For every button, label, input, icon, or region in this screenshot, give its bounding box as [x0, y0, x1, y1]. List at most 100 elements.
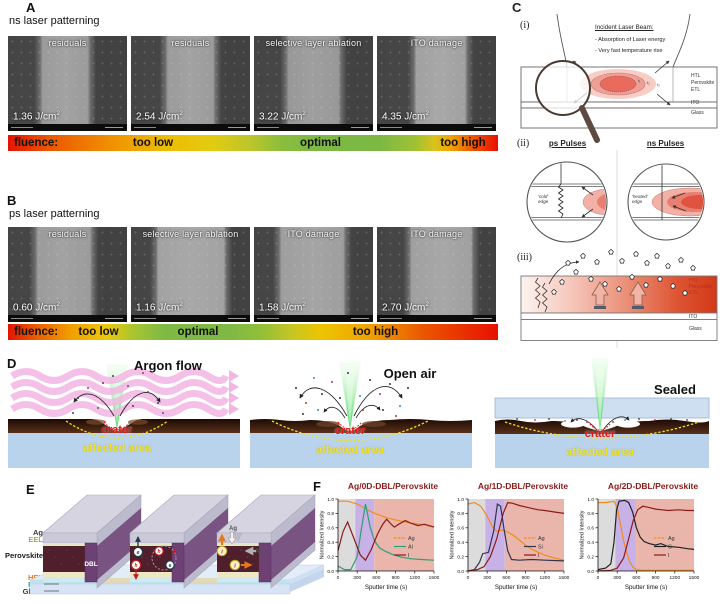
layer-htl: HTL — [691, 73, 701, 79]
fluence-optimal: optimal — [177, 325, 219, 338]
chart-plot: 0 300 600 900 1200 15000.00.20.40.60.81.0Sput… — [320, 497, 440, 591]
sem-scalebar — [377, 124, 496, 131]
svg-text:0.8: 0.8 — [457, 511, 464, 517]
svg-text:0.4: 0.4 — [587, 540, 594, 546]
sem-caption: residuals — [171, 38, 210, 48]
sem-fluence: 1.58 J/cm2 — [259, 300, 306, 313]
sem-scalebar — [131, 124, 250, 131]
fluence-bar-ns: fluence: too low optimal too high — [8, 135, 498, 151]
svg-text:1200: 1200 — [539, 575, 550, 581]
sem-fluence: 2.70 J/cm2 — [382, 300, 429, 313]
svg-text:0: 0 — [337, 575, 340, 581]
fluence-optimal: optimal — [300, 136, 341, 149]
svg-text:0: 0 — [467, 575, 470, 581]
crater-label: crater — [584, 428, 616, 440]
temperature-bullet: - Very fast temperature rise — [595, 48, 663, 54]
fluence-too-high: too high — [352, 325, 399, 338]
sem-caption: selective layer ablation — [265, 38, 362, 48]
sem-row-ps: residuals 0.60 J/cm2 selective layer ablat… — [0, 227, 720, 322]
layer-perovskite: Perovskite — [689, 284, 713, 290]
heated-edge-note: 'heated' edge — [632, 194, 648, 205]
svg-text:900: 900 — [522, 575, 530, 581]
sem-fluence: 2.54 J/cm2 — [136, 109, 183, 122]
svg-text:Si: Si — [538, 544, 543, 550]
fluence-too-high: too high — [440, 136, 486, 149]
panel-a-label: A — [26, 0, 36, 15]
open-air-diagram — [250, 362, 472, 468]
svg-text:Sputter time (s): Sputter time (s) — [625, 584, 667, 591]
absorption-bullet: - Absorption of Laser energy — [595, 37, 666, 43]
sem-fluence: 1.16 J/cm2 — [136, 300, 183, 313]
sem-row-ns: residuals 1.36 J/cm2 residuals 2.54 J/cm2 se… — [0, 36, 720, 132]
svg-text:I: I — [668, 553, 670, 559]
chart-title: Ag/0D-DBL/Perovskite — [347, 481, 439, 491]
layer-label-ag: Ag — [33, 528, 43, 537]
svg-text:600: 600 — [372, 575, 380, 581]
sem-image: residuals 0.60 J/cm2 — [8, 227, 127, 322]
svg-text:1.0: 1.0 — [587, 497, 594, 503]
t1-label: t₁ — [638, 78, 641, 83]
chart-title: Ag/1D-DBL/Perovskite — [477, 481, 569, 491]
fluence-bar-ps: fluence: too low optimal too high — [8, 324, 498, 340]
crater-label: crater — [334, 425, 366, 437]
sem-fluence: 0.60 J/cm2 — [13, 300, 60, 313]
svg-text:300: 300 — [483, 575, 491, 581]
layer-label-perovskite: Perovskite — [5, 551, 43, 560]
layer-perovskite: Perovskite — [691, 80, 715, 86]
svg-text:0.2: 0.2 — [587, 554, 594, 560]
svg-text:Sputter time (s): Sputter time (s) — [365, 584, 407, 591]
svg-text:Ag: Ag — [408, 536, 415, 542]
affected-area-label: affected area — [83, 442, 151, 454]
svg-text:0.4: 0.4 — [457, 540, 464, 546]
ag-migration-label: Ag — [255, 549, 263, 555]
affected-area-label: affected area — [566, 446, 634, 458]
ag-migration-label: Ag — [229, 526, 237, 532]
svg-text:300: 300 — [613, 575, 621, 581]
svg-text:600: 600 — [502, 575, 510, 581]
svg-text:0.0: 0.0 — [587, 569, 594, 575]
scene-sealed: Sealed crater affected area — [487, 358, 717, 478]
device-3d-schematic: DBL e h h e I I Ag Ag — [29, 494, 325, 595]
svg-text:1500: 1500 — [429, 575, 440, 581]
sem-image: ITO damage 1.58 J/cm2 — [254, 227, 373, 322]
svg-text:Ag: Ag — [668, 536, 675, 542]
panel-c-label: C — [512, 0, 522, 15]
svg-text:0.6: 0.6 — [457, 526, 464, 532]
svg-text:600: 600 — [632, 575, 640, 581]
sem-image: selective layer ablation 1.16 J/cm2 — [131, 227, 250, 322]
fluence-label: fluence: — [14, 325, 59, 338]
sem-fluence: 1.36 J/cm2 — [13, 109, 60, 122]
svg-text:Al: Al — [408, 544, 413, 550]
layer-ito: ITO — [691, 100, 700, 106]
sem-scalebar — [254, 315, 373, 322]
panel-e-label: E — [26, 482, 35, 497]
sem-caption: ITO damage — [410, 229, 463, 239]
scene-argon-flow: Argon flow crater affected area — [8, 358, 240, 478]
layer-label-eel: EEL — [28, 535, 43, 544]
sem-scalebar — [254, 124, 373, 131]
laser-mechanism-diagram — [520, 13, 718, 348]
sem-image: residuals 2.54 J/cm2 — [131, 36, 250, 131]
fluence-label: fluence: — [14, 136, 59, 149]
panel-e: E Ag EEL Perovskite HEL FTO Glass DBL — [0, 480, 330, 603]
panel-c: C (i) Incident Laser Beam: - Absorption … — [505, 0, 720, 352]
sem-scalebar — [131, 315, 250, 322]
sem-caption: residuals — [48, 229, 87, 239]
svg-text:0: 0 — [597, 575, 600, 581]
panel-b-label: B — [7, 193, 17, 208]
xps-chart: Ag/2D-DBL/Perovskite 0 300 600 900 1200 1500 0.… — [578, 481, 714, 603]
sem-image: ITO damage 2.70 J/cm2 — [377, 227, 496, 322]
sem-caption: ITO damage — [287, 229, 340, 239]
sem-fluence: 4.35 J/cm2 — [382, 109, 429, 122]
scene-open-air: Open air crater affected area — [248, 358, 472, 478]
panel-c-iii-tag: (iii) — [517, 252, 532, 263]
svg-text:1.0: 1.0 — [457, 497, 464, 503]
svg-text:1500: 1500 — [689, 575, 700, 581]
svg-text:I: I — [408, 553, 410, 559]
electron-label: e — [169, 563, 172, 569]
svg-text:0.0: 0.0 — [457, 569, 464, 575]
layer-htl: HTL — [689, 278, 699, 284]
sem-caption: residuals — [48, 38, 87, 48]
scene-title: Open air — [383, 366, 437, 381]
chart-plot: 0 300 600 900 1200 15000.00.20.40.60.81.0Sput… — [580, 497, 700, 591]
